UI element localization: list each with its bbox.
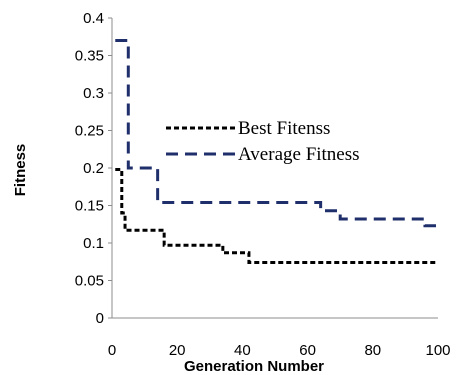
y-axis-label: Fitness bbox=[12, 144, 29, 197]
y-tick-label: 0.05 bbox=[75, 273, 104, 290]
series-line-best-fitness bbox=[115, 168, 438, 264]
x-tick-label: 20 bbox=[169, 342, 186, 359]
chart-axes bbox=[111, 18, 438, 319]
x-axis-label: Generation Number bbox=[184, 358, 324, 375]
x-tick-label: 60 bbox=[299, 342, 316, 359]
y-tick-label: 0.4 bbox=[83, 10, 104, 27]
y-tick-label: 0.25 bbox=[75, 123, 104, 140]
y-tick-label: 0.15 bbox=[75, 198, 104, 215]
chart-legend: Best Fitenss Average Fitness bbox=[166, 118, 360, 165]
series-line-average-fitness bbox=[115, 39, 438, 228]
x-tick-label: 40 bbox=[234, 342, 251, 359]
y-tick-labels: 0 0.05 0.1 0.15 0.2 0.25 0.3 0.35 0.4 bbox=[75, 10, 112, 327]
y-tick-label: 0.3 bbox=[83, 85, 104, 102]
x-tick-label: 80 bbox=[364, 342, 381, 359]
y-tick-label: 0.35 bbox=[75, 48, 104, 65]
x-tick-labels: 0 20 40 60 80 100 bbox=[108, 342, 451, 359]
y-tick-label: 0 bbox=[96, 310, 104, 327]
x-tick-label: 0 bbox=[108, 342, 116, 359]
x-tick-label: 100 bbox=[425, 342, 450, 359]
legend-label: Average Fitness bbox=[238, 144, 360, 165]
legend-label: Best Fitenss bbox=[238, 118, 330, 139]
chart-series bbox=[115, 39, 438, 264]
y-tick-label: 0.2 bbox=[83, 160, 104, 177]
y-tick-label: 0.1 bbox=[83, 235, 104, 252]
